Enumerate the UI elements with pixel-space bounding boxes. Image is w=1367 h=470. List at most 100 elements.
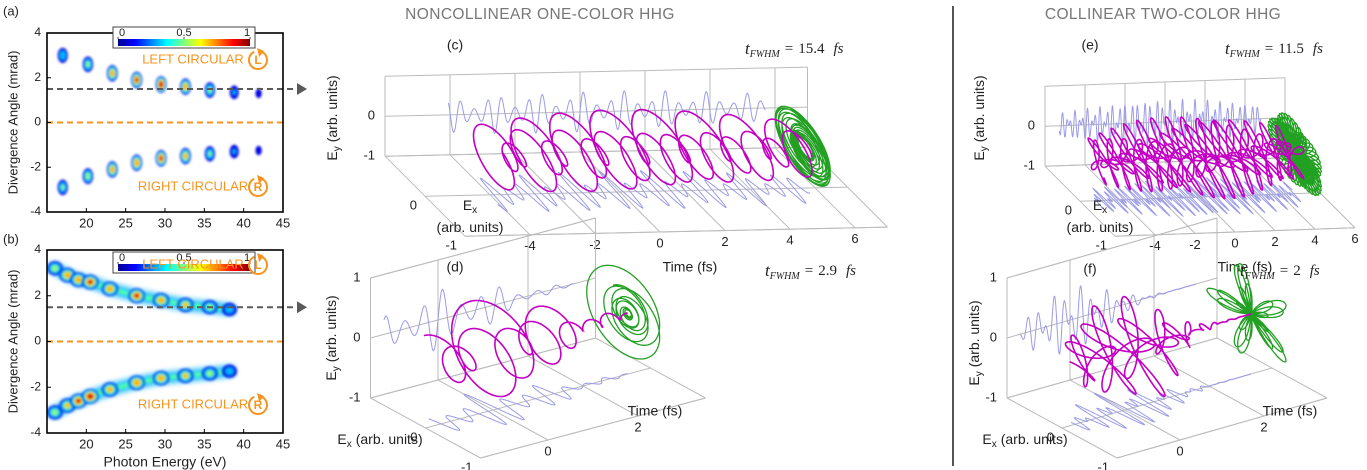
spot-level: [75, 277, 82, 283]
x-tick-label: 30: [158, 215, 172, 230]
y-tick-label: -4: [30, 425, 41, 439]
spot: [58, 48, 68, 63]
spot: [83, 168, 94, 184]
spot: [222, 365, 237, 378]
spot-level: [135, 77, 138, 82]
arrow-head: [297, 301, 307, 313]
spot: [128, 375, 144, 390]
x-tick-label: 25: [118, 436, 132, 451]
spot-level: [88, 280, 93, 284]
ey-unit: (arb. units): [971, 75, 987, 142]
ex-unit: (arb. units): [437, 219, 504, 235]
ex-tick-label: -1: [461, 459, 473, 470]
spot-level: [87, 394, 93, 400]
x-tick-label: 30: [158, 436, 172, 451]
fwhm-relation: =: [805, 263, 813, 279]
spot: [82, 389, 99, 404]
t-tick-label: 0: [1176, 443, 1183, 458]
ey-tick-label: -1: [1023, 158, 1035, 173]
ex-unit: (arb. units): [356, 431, 423, 447]
ey-tick-label: 0: [353, 329, 360, 344]
ey-symbol: E: [324, 151, 340, 160]
spot-level: [64, 272, 71, 278]
t-tick-label: 6: [1351, 231, 1358, 246]
spot-level: [65, 403, 70, 407]
spot-level: [107, 387, 113, 392]
panel-label: (d): [446, 259, 463, 275]
axis-edge: [385, 67, 808, 76]
colorbar-tick-label: 0: [119, 252, 125, 264]
colorbar-tick-label: 0: [119, 27, 125, 39]
panel-label: (c): [447, 37, 463, 53]
y-tick-label: -4: [30, 204, 41, 218]
spot-level: [60, 51, 66, 60]
ey-subscript: y: [974, 371, 985, 376]
spot: [222, 303, 237, 316]
spot: [131, 155, 142, 171]
spot: [255, 146, 261, 155]
t-tick-label: 2: [1260, 419, 1267, 434]
x-tick-label: 20: [79, 215, 93, 230]
ey-tick-label: -1: [349, 389, 361, 404]
ey-projection: [384, 284, 573, 351]
spot-level: [183, 153, 187, 159]
t-tick-label: 2: [1271, 234, 1278, 249]
spot: [230, 145, 239, 159]
fwhm-subscript: FWHM: [1244, 271, 1276, 282]
spot-level: [206, 370, 213, 376]
ey-unit: (arb. units): [323, 295, 339, 362]
spot-level: [133, 379, 140, 386]
t-tick-label: 0: [1231, 235, 1238, 250]
x-tick-label: 45: [276, 215, 290, 230]
spot: [83, 57, 93, 73]
ey-subscript: y: [979, 146, 990, 151]
fwhm-subscript: FWHM: [1229, 49, 1261, 60]
annotation: LEFT CIRCULAR: [142, 256, 244, 271]
spot: [180, 79, 191, 95]
spot-level: [208, 87, 212, 93]
t-tick-label: 2: [721, 234, 728, 249]
ey-tick-label: -1: [363, 148, 375, 163]
fwhm-value: 2: [1293, 263, 1301, 279]
fwhm-unit: fs: [846, 263, 856, 279]
spot-level: [51, 409, 58, 415]
spot-level: [255, 146, 261, 155]
fwhm-label: tFWHM=11.5fs: [1225, 39, 1323, 60]
spot: [255, 89, 261, 98]
t-tick-label: 6: [851, 231, 858, 246]
y-tick-label: 0: [34, 334, 41, 348]
spot: [177, 298, 193, 312]
spot-level: [159, 81, 163, 87]
t-tick-label: 4: [786, 233, 793, 248]
fwhm-relation: =: [1280, 263, 1288, 279]
spot: [102, 282, 118, 297]
t-tick-label: 4: [1311, 233, 1318, 248]
fwhm-subscript: FWHM: [769, 271, 801, 282]
ey-tick-label: 1: [353, 269, 360, 284]
x-tick-label: 35: [197, 215, 211, 230]
x-axis-title: Photon Energy (eV): [104, 454, 227, 470]
ey-tick-label: 1: [990, 269, 997, 284]
ex-unit: (arb. units): [1001, 431, 1068, 447]
ey-projection: [1020, 284, 1196, 354]
panel-label: (a): [3, 3, 19, 18]
spot: [107, 161, 118, 177]
spot: [205, 82, 215, 98]
ey-axis-title: Ey(arb. units): [966, 300, 985, 385]
spot: [177, 369, 193, 383]
spot-level: [158, 297, 165, 303]
fwhm-relation: =: [785, 41, 793, 57]
spot-level: [183, 374, 188, 378]
grid-line: [465, 227, 888, 236]
y-tick-label: 2: [34, 70, 41, 84]
ex-subscript: x: [992, 439, 997, 450]
ey-subscript: y: [331, 366, 342, 371]
spot-level: [233, 90, 236, 95]
fwhm-value: 11.5: [1278, 41, 1304, 57]
spot: [156, 150, 167, 167]
t-axis-title: Time (fs): [663, 259, 718, 275]
spot-level: [61, 185, 64, 190]
section-header: NONCOLLINEAR ONE-COLOR HHG: [405, 6, 675, 23]
ex-projection: [1071, 374, 1251, 430]
